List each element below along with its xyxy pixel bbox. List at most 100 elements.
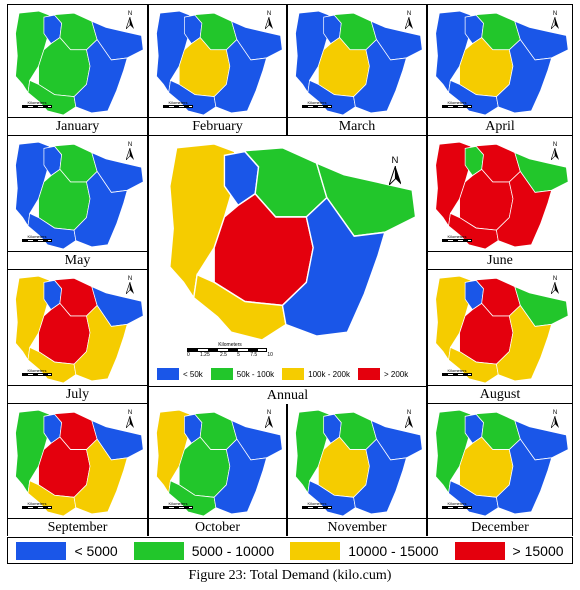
map-panel-february: N Kilometers February [148, 4, 287, 135]
watershed-map [15, 409, 144, 516]
annual-legend-swatch [357, 368, 380, 380]
north-arrow-icon: N [125, 11, 135, 29]
map-panel-may: N Kilometers May [7, 135, 148, 269]
scale-tick-label: 2.5 [219, 352, 227, 358]
scale-bar: Kilometers [163, 502, 193, 509]
subbasin-7 [73, 38, 128, 114]
subbasin-5 [27, 212, 77, 249]
subbasin-5 [27, 346, 77, 383]
subbasin-5 [307, 480, 356, 516]
north-arrow-icon: N [264, 11, 274, 29]
watershed-map [15, 141, 144, 249]
subbasin-7 [73, 304, 128, 382]
annual-legend-item: < 50k [157, 368, 203, 380]
annual-scale-bar: Kilometers 0 1.25 2.5 5 7.5 10 [187, 342, 273, 358]
figure-legend: < 5000 5000 - 10000 10000 - 15000 > 1500… [7, 537, 573, 564]
watershed-map [295, 10, 423, 115]
scale-tick-label: 10 [267, 352, 273, 358]
annual-legend-label: > 200k [383, 369, 409, 379]
scale-tick-label: 1.25 [200, 352, 210, 358]
month-label: June [428, 251, 572, 269]
legend-item-gt15000: > 15000 [454, 541, 564, 560]
month-label: May [8, 251, 147, 269]
subbasin-7 [213, 38, 268, 114]
map-panel-october: N Kilometers October [148, 403, 287, 536]
month-label: January [8, 117, 147, 135]
scale-bar: Kilometers [302, 101, 332, 108]
watershed-map [435, 10, 569, 115]
annual-label: Annual [149, 386, 426, 404]
figure-caption: Figure 23: Total Demand (kilo.cum) [188, 568, 392, 583]
legend-swatch-yellow [290, 541, 341, 560]
subbasin-7 [495, 38, 553, 114]
scale-bar: Kilometers [442, 369, 472, 376]
north-arrow-icon: N [550, 11, 560, 29]
legend-swatch-green [133, 541, 184, 560]
annual-legend-item: 100k - 200k [282, 368, 350, 380]
subbasin-7 [73, 438, 128, 515]
subbasin-7 [213, 438, 268, 515]
annual-legend-swatch [210, 368, 233, 380]
scale-bar: Kilometers [442, 502, 472, 509]
subbasin-7 [495, 170, 553, 248]
legend-swatch-blue [16, 541, 67, 560]
scale-bar: Kilometers [302, 502, 332, 509]
scale-tick-label: 0 [187, 352, 190, 358]
watershed-map [435, 409, 569, 516]
legend-item-10000-15000: 10000 - 15000 [290, 541, 439, 560]
map-panel-july: N Kilometers July [7, 269, 148, 403]
annual-legend-label: < 50k [183, 369, 203, 379]
legend-label: < 5000 [74, 542, 118, 559]
north-arrow-icon: N [404, 410, 414, 428]
annual-legend-swatch [282, 368, 305, 380]
month-label: October [149, 518, 286, 536]
legend-item-lt5000: < 5000 [16, 541, 118, 560]
scale-bar: Kilometers [442, 101, 472, 108]
annual-legend: < 50k 50k - 100k 100k - 200k > 200k [157, 368, 416, 380]
watershed-map [15, 10, 144, 115]
map-panel-january: N Kilometers January [7, 4, 148, 135]
watershed-map [169, 143, 417, 340]
watershed-map [156, 409, 283, 516]
subbasin-5 [27, 79, 77, 115]
subbasin-7 [353, 438, 407, 515]
subbasin-5 [168, 79, 217, 115]
scale-tick-label: 7.5 [250, 352, 258, 358]
annual-legend-label: 100k - 200k [308, 369, 350, 379]
map-panel-november: N Kilometers November [287, 403, 427, 536]
north-arrow-icon: N [125, 410, 135, 428]
north-arrow-icon: N [264, 410, 274, 428]
watershed-map [156, 10, 283, 115]
north-arrow-icon: N [550, 142, 560, 160]
scale-bar: Kilometers [22, 502, 52, 509]
north-arrow-icon: N [387, 156, 403, 185]
annual-legend-swatch [157, 368, 179, 380]
subbasin-7 [73, 170, 128, 248]
scale-bar: Kilometers [163, 101, 193, 108]
subbasin-5 [448, 346, 499, 383]
north-arrow-icon: N [125, 142, 135, 160]
subbasin-7 [353, 38, 407, 114]
map-panel-december: N Kilometers December [427, 403, 573, 536]
annual-legend-item: > 200k [357, 368, 409, 380]
month-label: February [149, 117, 286, 135]
subbasin-7 [495, 304, 553, 382]
map-panel-september: N Kilometers September [7, 403, 148, 536]
watershed-map [295, 409, 423, 516]
scale-bar: Kilometers [22, 369, 52, 376]
annual-legend-label: 50k - 100k [236, 369, 275, 379]
annual-legend-item: 50k - 100k [210, 368, 275, 380]
subbasin-7 [281, 196, 386, 337]
subbasin-5 [448, 79, 499, 115]
subbasin-5 [168, 480, 217, 516]
scale-bar: Kilometers [22, 101, 52, 108]
watershed-map [435, 275, 569, 383]
month-label: July [8, 385, 147, 403]
subbasin-7 [495, 438, 553, 515]
scale-tick-label: 5 [237, 352, 240, 358]
subbasin-5 [307, 79, 356, 115]
legend-swatch-red [454, 541, 505, 560]
month-label: December [428, 518, 572, 536]
scale-bar: Kilometers [22, 235, 52, 242]
north-arrow-icon: N [550, 410, 560, 428]
